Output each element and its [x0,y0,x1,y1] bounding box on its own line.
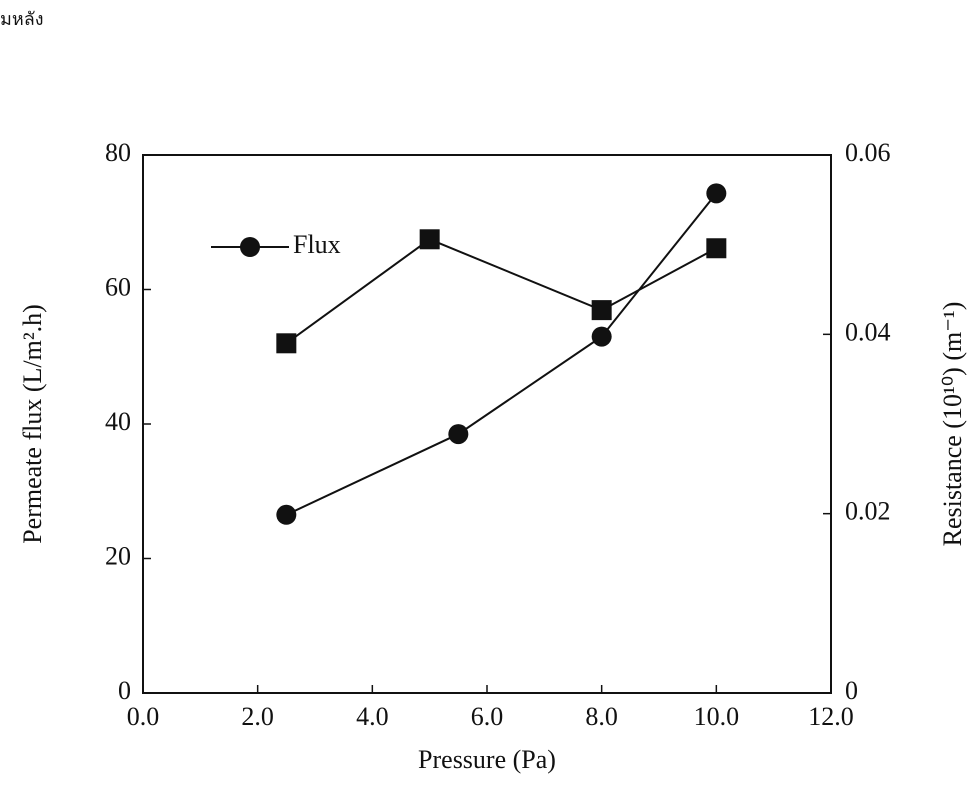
x-tick-label: 10.0 [694,702,740,731]
series-line [286,239,716,343]
marker [706,238,726,258]
y2-axis-label: Resistance (10¹⁰) (m⁻¹) [938,302,967,547]
y-tick-label: 40 [105,407,131,436]
series-line [286,193,716,514]
y2-tick-label: 0.02 [845,497,891,526]
x-tick-label: 4.0 [356,702,389,731]
marker [706,183,726,203]
y-tick-label: 20 [105,541,131,570]
y-tick-label: 0 [118,676,131,705]
x-tick-label: 6.0 [471,702,504,731]
plot-frame [143,155,831,693]
x-axis-label: Pressure (Pa) [418,745,556,774]
marker [592,300,612,320]
x-tick-label: 2.0 [241,702,274,731]
marker [420,229,440,249]
legend-label: Flux [293,230,341,259]
legend-marker [240,237,260,257]
x-tick-label: 12.0 [808,702,854,731]
marker [276,505,296,525]
y2-tick-label: 0.04 [845,317,891,346]
x-tick-label: 0.0 [127,702,160,731]
y2-tick-label: 0 [845,676,858,705]
annotation: มหลัง [0,9,44,30]
marker [592,327,612,347]
y-tick-label: 60 [105,272,131,301]
y2-tick-label: 0.06 [845,138,891,167]
y-tick-label: 80 [105,138,131,167]
x-tick-label: 8.0 [585,702,618,731]
chart: มหลัง Pressure (Pa) Permeate flux (L/m².… [0,0,979,783]
marker [448,424,468,444]
marker [276,333,296,353]
y-axis-label: Permeate flux (L/m².h) [18,304,47,544]
